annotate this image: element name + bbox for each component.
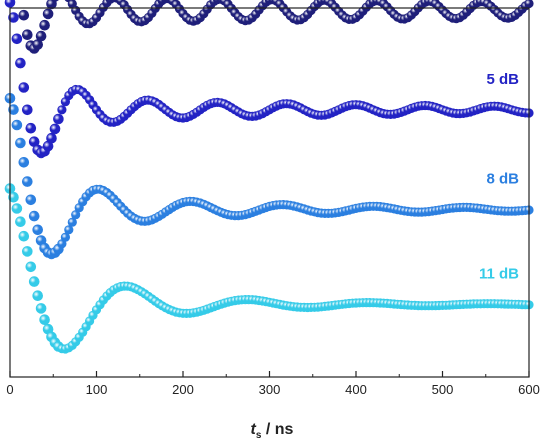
data-point — [18, 230, 30, 242]
data-point — [35, 303, 47, 314]
series-label: 5 dB — [486, 71, 519, 88]
series-label: 8 dB — [486, 171, 519, 188]
x-axis-ticks: 0 100 200 300 400 500 600 — [6, 371, 540, 397]
data-point — [18, 9, 30, 21]
data-point — [21, 246, 33, 257]
series-2-db — [18, 0, 534, 54]
data-point — [21, 104, 33, 116]
series-label: 11 dB — [479, 266, 519, 283]
data-point — [32, 224, 44, 236]
x-tick-label: 0 — [6, 382, 13, 397]
data-point — [11, 119, 23, 131]
data-point — [51, 0, 59, 2]
data-point — [8, 191, 19, 203]
data-point — [49, 123, 61, 135]
x-tick-label: 300 — [259, 382, 281, 397]
data-point — [8, 12, 19, 23]
data-point — [39, 314, 50, 326]
data-point — [42, 8, 54, 20]
data-point — [15, 57, 26, 69]
data-point — [21, 176, 33, 187]
data-point — [4, 0, 16, 8]
series-5-db — [4, 0, 534, 159]
data-point — [46, 0, 57, 10]
data-point — [18, 82, 30, 93]
data-point — [11, 203, 23, 214]
x-tick-label: 100 — [86, 382, 108, 397]
data-point — [15, 216, 26, 227]
data-point — [28, 210, 40, 222]
data-markers — [4, 0, 534, 354]
data-point — [46, 132, 57, 144]
x-tick-label: 600 — [518, 382, 540, 397]
data-point — [64, 225, 74, 235]
x-axis-title: ts / ns — [251, 421, 294, 441]
data-point — [57, 105, 67, 115]
series-11-db — [4, 183, 534, 354]
data-point — [35, 30, 47, 42]
data-point — [11, 33, 23, 45]
data-point — [15, 137, 26, 149]
data-point — [25, 261, 37, 273]
x-tick-label: 400 — [345, 382, 367, 397]
data-point — [21, 29, 33, 41]
x-tick-label: 500 — [432, 382, 454, 397]
data-point — [25, 122, 37, 134]
data-point — [53, 113, 64, 125]
data-point — [524, 0, 534, 9]
data-point — [18, 157, 30, 168]
data-point — [60, 232, 71, 242]
data-point — [28, 276, 40, 287]
data-point — [25, 194, 37, 206]
data-point — [8, 104, 19, 115]
data-point — [67, 217, 77, 227]
x-tick-label: 200 — [172, 382, 194, 397]
data-point — [39, 19, 50, 31]
series-8-db — [4, 93, 534, 260]
data-point — [32, 290, 44, 302]
